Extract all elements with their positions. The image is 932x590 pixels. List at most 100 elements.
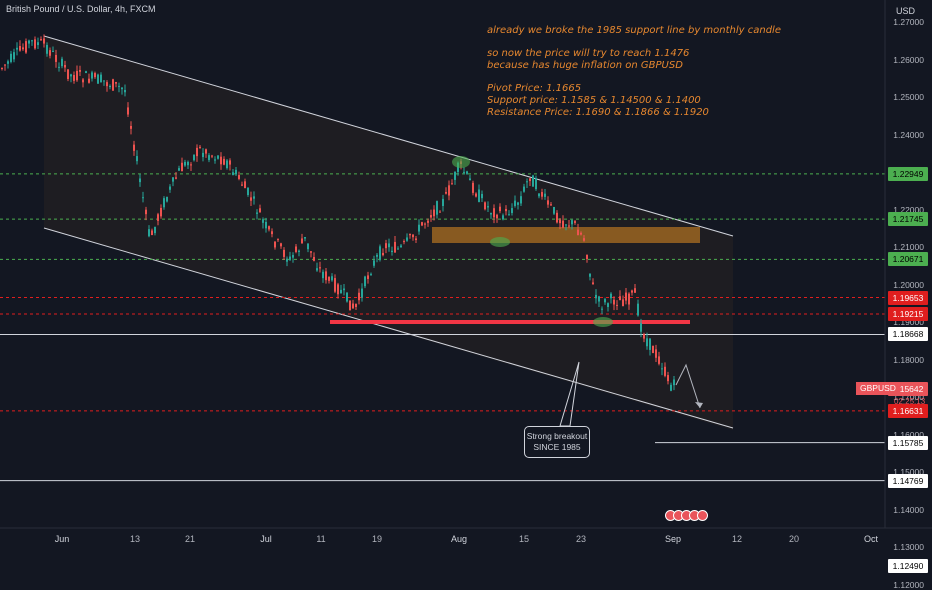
candle-body [445, 192, 447, 194]
candle-body [550, 204, 552, 206]
candle-body [472, 182, 474, 193]
note-line: Pivot Price: 1.1665 [487, 83, 582, 94]
candle-body [112, 79, 114, 91]
candle-body [598, 296, 600, 302]
candle-body [235, 169, 237, 175]
candle-body [178, 168, 180, 171]
candle-body [262, 219, 264, 223]
candle-body [373, 260, 375, 266]
candle-body [478, 189, 480, 202]
candle-body [439, 211, 441, 213]
breakout-callout[interactable]: Strong breakout SINCE 1985 [524, 426, 590, 458]
swing-marker [452, 156, 470, 168]
candle-body [319, 267, 321, 269]
candle-body [298, 250, 300, 252]
candle-body [31, 40, 33, 42]
candle-body [514, 200, 516, 206]
candle-body [661, 368, 663, 370]
candle-body [364, 276, 366, 287]
level-price-tag: 1.21745 [888, 212, 928, 227]
analysis-notes: already we broke the 1985 support line b… [487, 25, 781, 119]
candle-body [334, 278, 336, 292]
candle-body [412, 234, 414, 238]
candle-body [361, 288, 363, 298]
price-tick-label: 1.16000 [893, 429, 924, 440]
candle-body [580, 232, 582, 235]
candle-body [337, 284, 339, 295]
candle-body [166, 196, 168, 202]
candle-body [562, 220, 564, 228]
candle-body [592, 282, 594, 285]
candle-body [604, 299, 606, 303]
candle-body [613, 299, 615, 305]
price-tick-label: 1.19000 [893, 317, 924, 327]
candle-body [121, 87, 123, 90]
candle-body [466, 171, 468, 174]
candle-body [541, 192, 543, 197]
replay-icon[interactable] [665, 510, 716, 524]
candle-body [559, 219, 561, 224]
candle-body [37, 42, 39, 46]
candle-body [34, 39, 36, 49]
candle-body [484, 202, 486, 210]
candle-body [103, 80, 105, 82]
candle-body [43, 38, 45, 44]
candle-body [238, 175, 240, 179]
candle-body [241, 184, 243, 186]
candle-body [25, 41, 27, 53]
candle-body [301, 238, 303, 244]
candle-body [673, 379, 675, 386]
candle-body [184, 161, 186, 166]
candle-body [517, 202, 519, 205]
callout-line: SINCE 1985 [533, 442, 581, 452]
candle-body [595, 294, 597, 299]
candle-body [667, 375, 669, 382]
candle-body [487, 206, 489, 208]
candle-body [382, 252, 384, 256]
candle-body [232, 172, 234, 176]
candle-body [142, 197, 144, 199]
channel-fill [44, 36, 733, 430]
candle-body [205, 149, 207, 154]
candle-body [16, 47, 18, 50]
price-chart-svg[interactable] [0, 0, 932, 567]
date-tick-label: 12 [731, 534, 743, 544]
candle-body [529, 178, 531, 182]
candle-body [433, 209, 435, 217]
candle-body [52, 50, 54, 52]
candle-body [253, 196, 255, 199]
candle-body [538, 193, 540, 197]
candle-body [163, 198, 165, 208]
candle-body [148, 229, 150, 237]
candle-body [448, 185, 450, 196]
candle-body [643, 334, 645, 339]
date-tick-label: 20 [788, 534, 800, 544]
date-tick-label: Aug [450, 534, 468, 544]
candle-body [94, 73, 96, 78]
chart-area[interactable] [0, 0, 932, 567]
date-tick-label: 11 [316, 534, 326, 544]
candle-body [286, 258, 288, 262]
candle-body [469, 178, 471, 181]
candle-body [622, 299, 624, 306]
candle-body [475, 193, 477, 197]
candle-body [490, 213, 492, 215]
candle-body [547, 200, 549, 205]
candle-body [139, 178, 141, 183]
candle-body [151, 230, 153, 236]
candle-body [247, 187, 249, 196]
candle-body [367, 275, 369, 279]
candle-body [136, 156, 138, 162]
candle-body [127, 107, 129, 115]
candle-body [388, 243, 390, 248]
symbol-tag: GBPUSD [856, 382, 900, 395]
candle-body [73, 75, 75, 81]
candle-body [196, 147, 198, 157]
currency-label: USD [896, 6, 916, 16]
candle-body [571, 220, 573, 225]
projection-arrowhead [695, 402, 703, 408]
candle-body [619, 296, 621, 301]
candle-body [97, 74, 99, 84]
candle-body [586, 254, 588, 260]
price-tick-label: 1.26000 [893, 54, 924, 65]
